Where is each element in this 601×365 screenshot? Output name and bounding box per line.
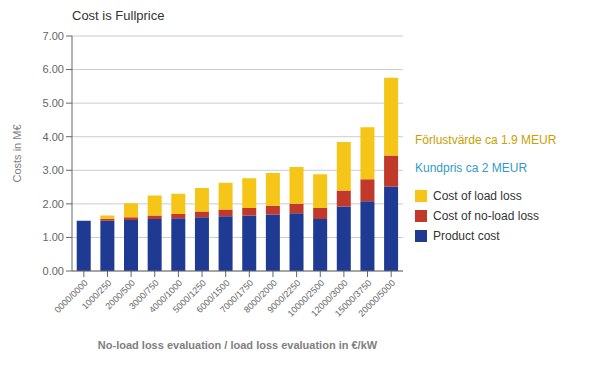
svg-text:3000/750: 3000/750	[127, 277, 161, 312]
svg-text:7000/1750: 7000/1750	[218, 277, 256, 315]
svg-text:4000/1000: 4000/1000	[147, 277, 185, 315]
svg-text:0000/0000: 0000/0000	[52, 277, 90, 315]
svg-text:3.00: 3.00	[43, 164, 64, 176]
svg-text:15000/3750: 15000/3750	[332, 277, 374, 319]
svg-text:6.00: 6.00	[43, 63, 64, 75]
svg-text:No-load loss evaluation / load: No-load loss evaluation / load loss eval…	[98, 339, 378, 351]
svg-text:5.00: 5.00	[43, 97, 64, 109]
svg-text:9000/2250: 9000/2250	[265, 277, 303, 315]
svg-text:2.00: 2.00	[43, 198, 64, 210]
svg-text:Costs in M€: Costs in M€	[11, 124, 23, 182]
html-text:Product cost: Product cost	[433, 228, 500, 243]
svg-text:12000/3000: 12000/3000	[309, 277, 350, 319]
svg-text:20000/5000: 20000/5000	[356, 278, 397, 319]
html-text:Cost of no-load loss: Cost of no-load loss	[433, 208, 540, 223]
svg-text:1.00: 1.00	[43, 231, 64, 243]
svg-text:7.00: 7.00	[43, 30, 64, 42]
svg-text:6000/1500: 6000/1500	[194, 277, 232, 315]
svg-text:8000/2000: 8000/2000	[241, 277, 279, 315]
svg-text:10000/2500: 10000/2500	[285, 277, 327, 319]
svg-text:1000/250: 1000/250	[79, 277, 114, 312]
svg-text:5000/1250: 5000/1250	[170, 277, 208, 315]
html-text:Kundpris ca 2 MEUR: Kundpris ca 2 MEUR	[415, 160, 527, 175]
html-text:Förlustvärde ca 1.9 MEUR: Förlustvärde ca 1.9 MEUR	[415, 132, 557, 147]
html-text:Cost of load loss: Cost of load loss	[433, 188, 522, 203]
svg-text:0.00: 0.00	[43, 265, 64, 277]
svg-text:2000/500: 2000/500	[103, 277, 137, 312]
svg-text:4.00: 4.00	[43, 131, 64, 143]
html-text:Cost is Fullprice: Cost is Fullprice	[72, 8, 165, 23]
